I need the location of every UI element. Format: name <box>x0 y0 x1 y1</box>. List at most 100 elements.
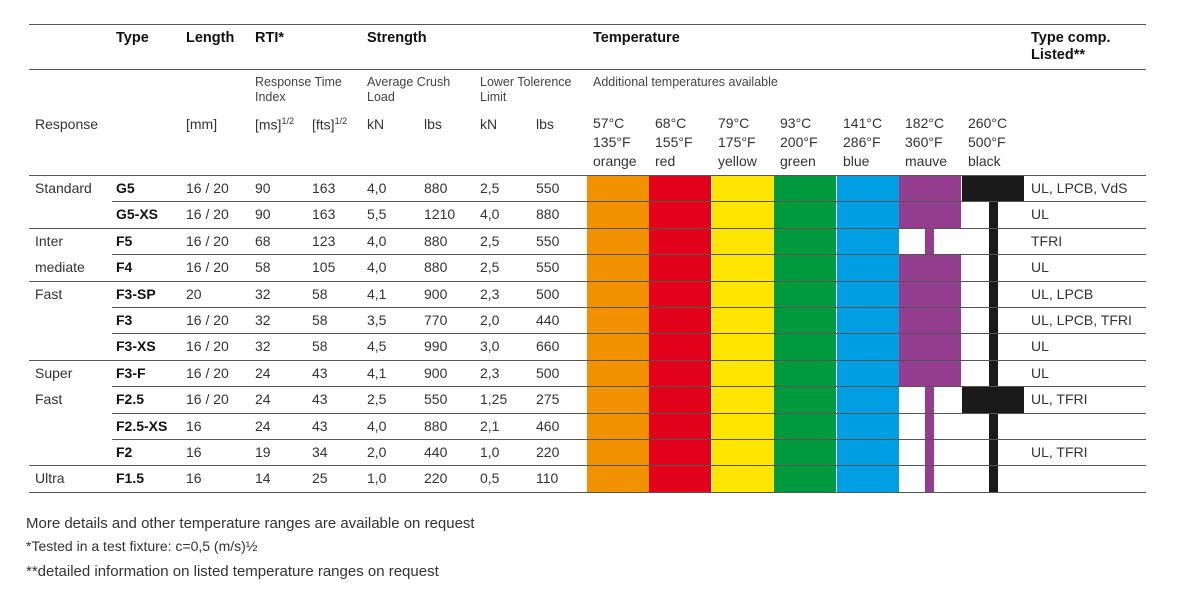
band-mauve-seg <box>925 227 934 255</box>
temp-yellow-f: 175°F <box>718 134 756 150</box>
cell-lkn: 1,25 <box>480 391 508 408</box>
cell-fts: 123 <box>312 232 336 249</box>
cell-llbs: 880 <box>536 206 560 223</box>
cell-lkn: 2,3 <box>480 364 500 381</box>
cell-kn: 4,0 <box>367 232 387 249</box>
cell-lbs: 220 <box>424 470 448 487</box>
cell-lkn: 2,5 <box>480 259 500 276</box>
cell-fts: 58 <box>312 312 328 328</box>
cell-ms: 90 <box>255 180 271 196</box>
temp-black-name: black <box>968 153 1001 169</box>
cell-llbs: 220 <box>536 444 560 460</box>
temp-blue-f: 286°F <box>843 134 881 150</box>
cell-ms: 24 <box>255 417 271 434</box>
band-mauve-seg <box>899 333 961 361</box>
cell-llbs: 500 <box>536 285 560 302</box>
cell-lbs: 880 <box>424 417 448 434</box>
row-rule <box>112 254 1146 256</box>
cell-listed: UL, LPCB <box>1031 285 1094 302</box>
band-mauve-seg <box>899 359 961 387</box>
cell-ms: 32 <box>255 338 271 355</box>
group-label-mediate: mediate <box>35 259 85 275</box>
cell-length: 16 <box>186 417 202 434</box>
unit-ms: [ms]1/2 <box>255 116 294 133</box>
header-listed: Listed** <box>1031 47 1085 63</box>
row-rule <box>29 465 1146 467</box>
cell-kn: 1,0 <box>367 470 387 487</box>
group-label-ultra: Ultra <box>35 470 65 486</box>
cell-lbs: 880 <box>424 232 448 249</box>
note-rti-test: *Tested in a test fixture: c=0,5 (m/s)½ <box>26 538 258 554</box>
cell-ms: 24 <box>255 364 271 381</box>
cell-lkn: 3,0 <box>480 338 500 355</box>
cell-type: F1.5 <box>116 470 145 487</box>
row-rule <box>112 333 1146 335</box>
cell-lbs: 900 <box>424 285 448 302</box>
cell-ms: 24 <box>255 391 271 408</box>
cell-fts: 25 <box>312 470 328 487</box>
group-label-standard: Standard <box>35 180 92 196</box>
cell-kn: 2,5 <box>367 391 387 408</box>
cell-length: 16 / 20 <box>186 180 229 196</box>
cell-type: G5 <box>116 180 135 196</box>
subheader-additional: Additional temperatures available <box>593 75 778 89</box>
band-mauve-seg <box>899 254 961 282</box>
cell-type: F2.5-XS <box>116 417 168 434</box>
cell-lkn: 2,0 <box>480 312 500 328</box>
temp-blue-c: 141°C <box>843 115 883 131</box>
cell-llbs: 550 <box>536 232 560 249</box>
cell-length: 16 / 20 <box>186 338 229 355</box>
cell-length: 16 / 20 <box>186 206 229 223</box>
cell-lkn: 2,5 <box>480 232 500 249</box>
temp-green-name: green <box>780 153 816 169</box>
unit-response: Response <box>35 116 99 132</box>
temp-yellow-c: 79°C <box>718 115 750 131</box>
cell-length: 16 / 20 <box>186 312 229 328</box>
cell-type: F3 <box>116 312 133 328</box>
cell-llbs: 440 <box>536 312 560 328</box>
cell-fts: 43 <box>312 391 328 408</box>
cell-lbs: 880 <box>424 180 448 196</box>
cell-lkn: 0,5 <box>480 470 500 487</box>
unit-kn-lower: kN <box>480 116 498 132</box>
cell-ms: 58 <box>255 259 271 276</box>
cell-kn: 5,5 <box>367 206 387 223</box>
cell-lkn: 2,5 <box>480 180 500 196</box>
band-mauve-seg <box>925 386 934 414</box>
unit-mm: [mm] <box>186 116 218 132</box>
cell-type: F3-XS <box>116 338 156 355</box>
cell-llbs: 275 <box>536 391 560 408</box>
note-listed: **detailed information on listed tempera… <box>26 563 439 580</box>
cell-fts: 43 <box>312 417 328 434</box>
band-black-block <box>962 175 1024 202</box>
cell-lbs: 550 <box>424 391 448 408</box>
header-rti: RTI* <box>255 30 284 46</box>
group-label-inter: Inter <box>35 233 64 249</box>
cell-kn: 4,0 <box>367 417 387 434</box>
temp-red-f: 155°F <box>655 134 693 150</box>
cell-listed: UL <box>1031 338 1049 355</box>
cell-lbs: 770 <box>424 312 448 328</box>
group-label-super-fast: Fast <box>35 391 63 407</box>
cell-listed: UL <box>1031 206 1049 223</box>
row-rule <box>29 280 1146 282</box>
cell-length: 16 <box>186 470 202 487</box>
band-mauve-seg <box>925 465 934 493</box>
cell-fts: 43 <box>312 364 328 381</box>
band-mauve-seg <box>925 439 934 466</box>
band-mauve-seg <box>925 412 934 440</box>
temp-green-f: 200°F <box>780 134 818 150</box>
cell-listed: UL, LPCB, TFRI <box>1031 312 1132 328</box>
temp-mauve-f: 360°F <box>905 134 943 150</box>
cell-kn: 4,5 <box>367 338 387 355</box>
unit-kn: kN <box>367 116 385 132</box>
band-mauve-seg <box>899 175 961 202</box>
cell-listed: UL, TFRI <box>1031 391 1088 408</box>
cell-lbs: 880 <box>424 259 448 276</box>
temp-orange-name: orange <box>593 153 637 169</box>
cell-fts: 163 <box>312 180 336 196</box>
header-rule <box>29 69 1146 70</box>
cell-lbs: 900 <box>424 364 448 381</box>
cell-ms: 32 <box>255 312 271 328</box>
band-mauve-seg <box>899 307 961 334</box>
